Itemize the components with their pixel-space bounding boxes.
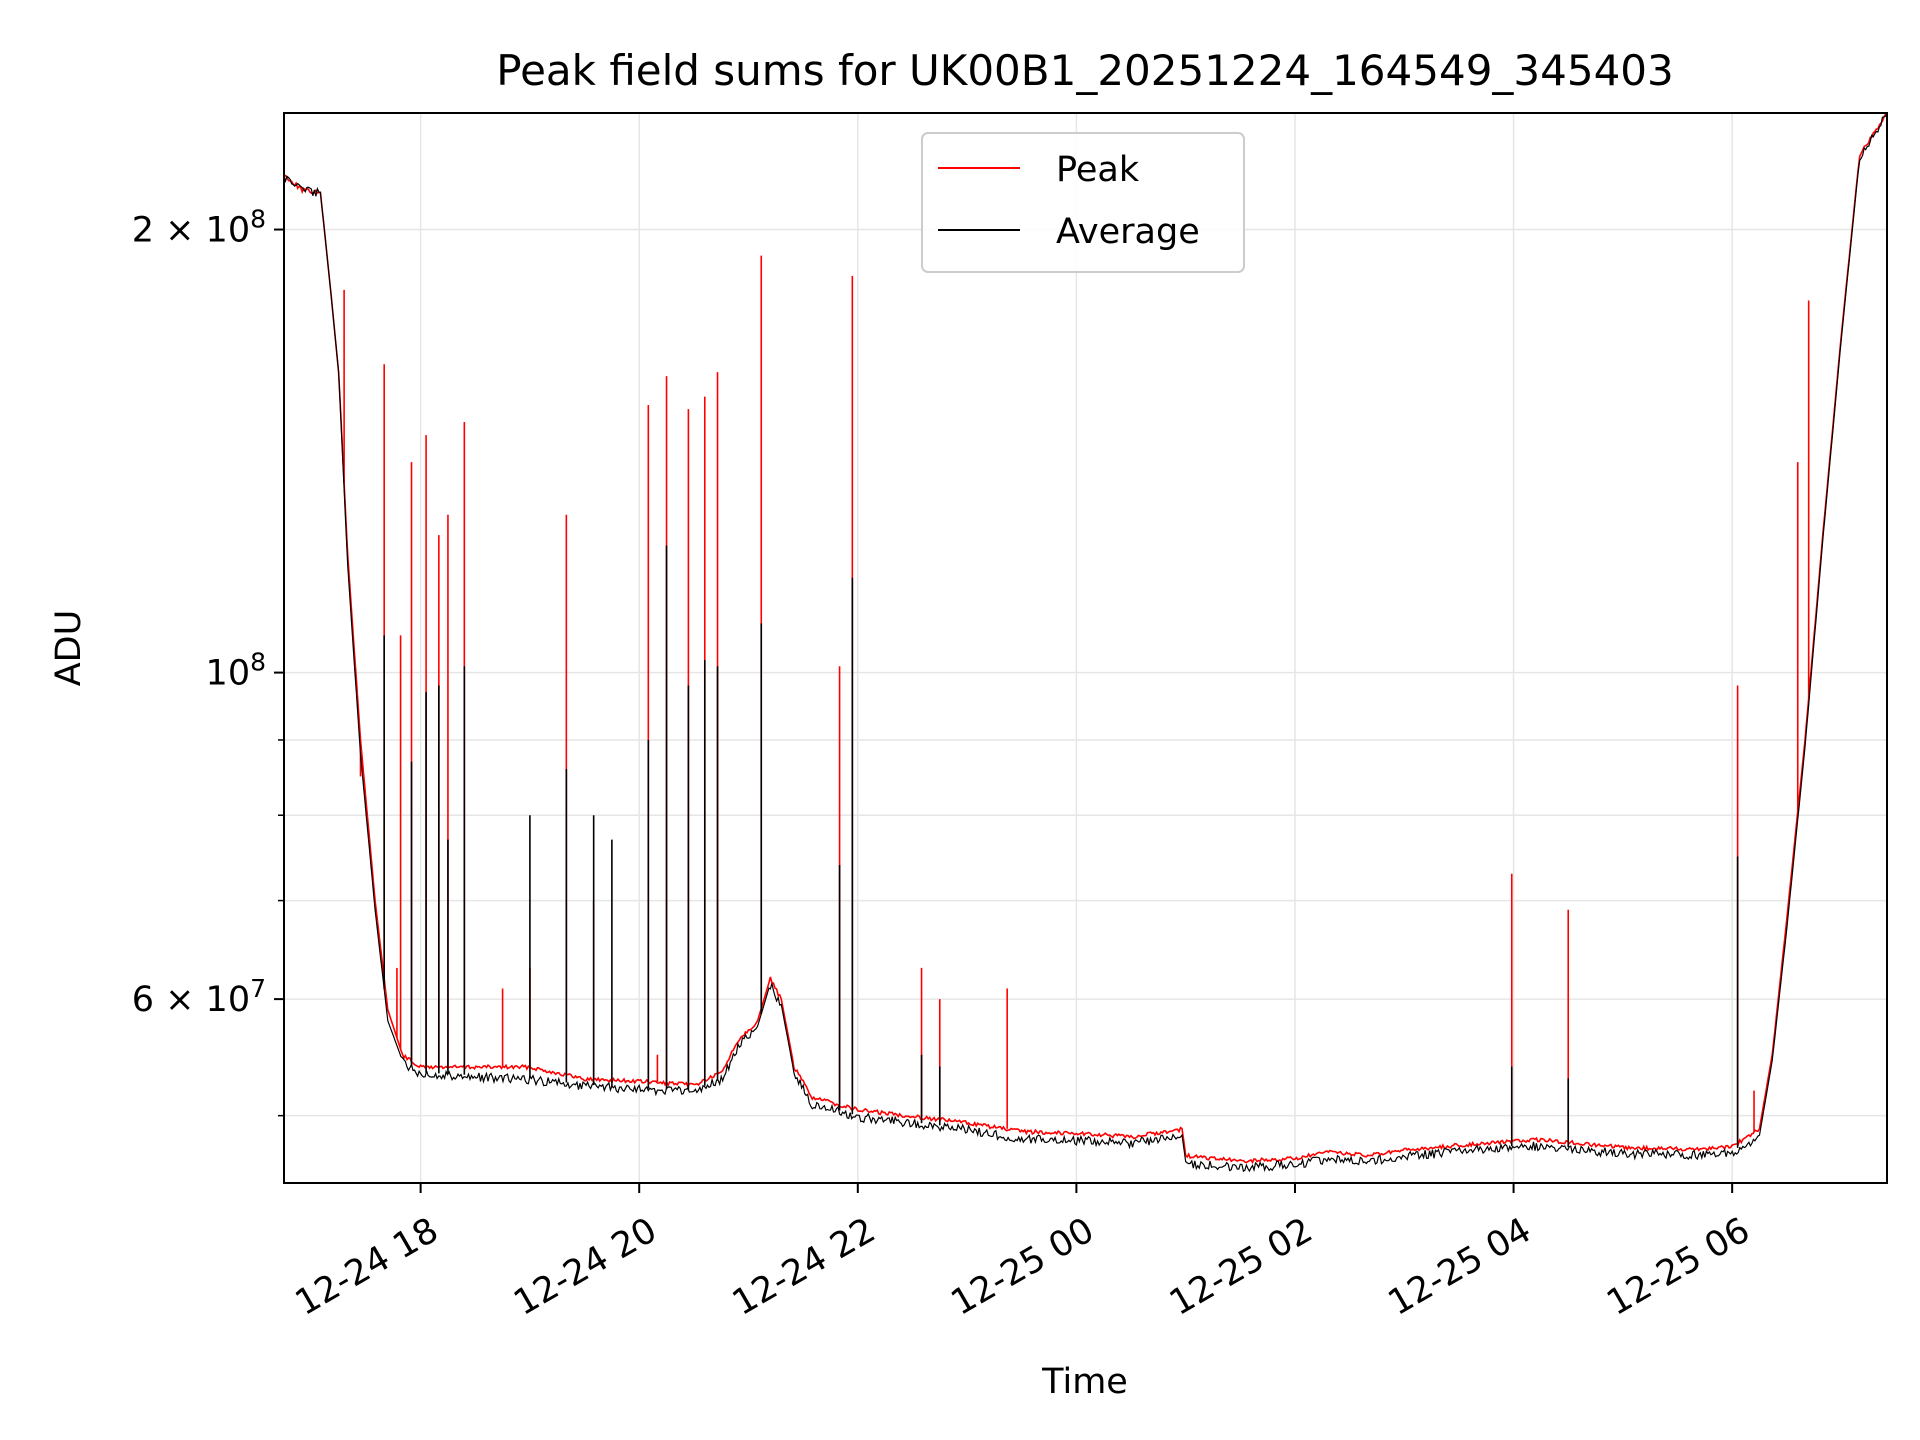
y-tick-label: 108: [206, 648, 266, 694]
legend: Peak Average: [921, 132, 1245, 273]
legend-label-average: Average: [1056, 212, 1200, 252]
x-axis-label: Time: [1041, 1362, 1128, 1402]
y-axis-label: ADU: [49, 610, 89, 687]
y-axis-ticks: 6 × 107 108 2 × 108: [132, 205, 284, 1117]
plot-frame: [283, 112, 1888, 1184]
y-tick-label: 6 × 107: [132, 974, 266, 1020]
series-line-average: [284, 113, 1887, 1173]
y-tick-label: 2 × 108: [132, 205, 266, 251]
plot-series: [284, 113, 1887, 1173]
series-line-peak: [284, 113, 1887, 1165]
chart-title: Peak field sums for UK00B1_20251224_1645…: [496, 46, 1674, 95]
legend-label-peak: Peak: [1056, 150, 1140, 190]
